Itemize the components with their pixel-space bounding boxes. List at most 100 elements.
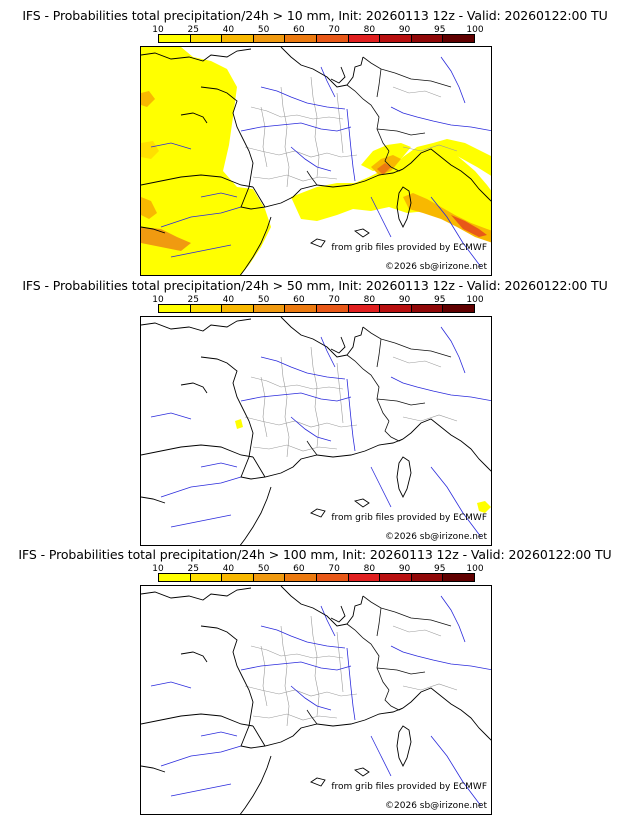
colorbar-swatch xyxy=(348,305,381,312)
coastline xyxy=(141,174,254,188)
coastline xyxy=(200,356,254,480)
colorbar-tick-label: 40 xyxy=(222,564,235,574)
colorbar-swatch xyxy=(285,574,317,581)
colorbar-swatch xyxy=(222,35,254,42)
country-border xyxy=(362,326,396,344)
river xyxy=(240,661,352,671)
country-border xyxy=(346,84,390,152)
coastline xyxy=(280,47,348,88)
department-border xyxy=(250,645,344,659)
colorbar-tick-label: 90 xyxy=(398,564,411,574)
coastline xyxy=(402,687,491,741)
river xyxy=(370,196,392,238)
river xyxy=(240,392,352,402)
river xyxy=(160,206,242,228)
coastline xyxy=(353,498,370,508)
river xyxy=(430,466,482,538)
river xyxy=(290,146,332,172)
department-border xyxy=(280,356,290,458)
colorbar-swatch xyxy=(443,35,474,42)
colorbar-tick-label: 70 xyxy=(328,564,340,574)
colorbar-swatch xyxy=(159,305,191,312)
country-border xyxy=(394,72,452,88)
colorbar-tick-label: 95 xyxy=(434,564,446,574)
colorbar-swatch xyxy=(348,35,381,42)
department-border xyxy=(250,106,344,120)
map-10mm: from grib files provided by ECMWF ©2026 … xyxy=(140,46,492,276)
coastline xyxy=(396,725,412,768)
coastline xyxy=(250,168,404,210)
river xyxy=(346,108,356,182)
colorbar-tick-label: 95 xyxy=(434,295,446,305)
colorbar-swatch xyxy=(253,574,286,581)
coastline xyxy=(250,707,404,749)
colorbar-tick-label: 10 xyxy=(152,564,164,574)
department-border xyxy=(252,444,338,452)
country-border xyxy=(362,595,396,613)
country-border xyxy=(376,398,426,406)
colorbar-swatch xyxy=(411,35,444,42)
colorbar-tick-label: 25 xyxy=(187,564,199,574)
precipitation-area xyxy=(477,501,491,513)
river xyxy=(240,122,352,132)
department-border xyxy=(280,86,290,188)
colorbar xyxy=(158,573,475,582)
colorbar-tick-label: 80 xyxy=(363,564,376,574)
river xyxy=(200,731,238,737)
colorbar-swatch xyxy=(380,305,412,312)
coastline xyxy=(141,765,166,773)
coastline xyxy=(141,587,252,601)
colorbar-tick-label: 10 xyxy=(152,25,164,35)
river xyxy=(290,685,332,711)
precipitation-area xyxy=(361,143,411,171)
colorbar-swatch xyxy=(190,574,223,581)
colorbar-tick-label: 80 xyxy=(363,25,376,35)
credit-copyright: ©2026 sb@irizone.net xyxy=(385,532,487,542)
colorbar-tick-label: 80 xyxy=(363,295,376,305)
river xyxy=(346,378,356,452)
colorbar-swatch xyxy=(316,574,349,581)
coastline xyxy=(396,186,412,229)
coastline xyxy=(310,238,326,248)
department-border xyxy=(310,346,320,448)
department-border xyxy=(252,713,338,721)
country-border xyxy=(346,623,390,691)
panel-title: IFS - Probabilities total precipitation/… xyxy=(22,8,608,23)
coastline xyxy=(280,317,348,358)
river xyxy=(430,735,482,807)
river xyxy=(440,56,466,104)
colorbar-tick-label: 70 xyxy=(328,25,340,35)
country-border xyxy=(376,667,426,675)
river xyxy=(390,106,491,132)
coastline xyxy=(402,148,491,202)
colorbar xyxy=(158,304,475,313)
precipitation-area xyxy=(141,197,157,219)
river xyxy=(370,735,392,777)
colorbar-swatch xyxy=(411,305,444,312)
country-border xyxy=(306,709,318,725)
precipitation-area xyxy=(141,227,191,251)
river xyxy=(440,595,466,643)
colorbar-tick-label: 60 xyxy=(293,25,305,35)
coastline xyxy=(200,625,254,749)
department-border xyxy=(252,174,338,182)
colorbar-tick-label: 10 xyxy=(152,295,164,305)
colorbar-ticks: 10 25 40 50 60 70 80 90 95 100 xyxy=(152,25,483,36)
department-border xyxy=(336,631,344,693)
coastline xyxy=(280,586,348,627)
river xyxy=(170,783,232,797)
country-border xyxy=(394,611,452,627)
coastline xyxy=(180,382,208,394)
panel-title: IFS - Probabilities total precipitation/… xyxy=(18,547,612,562)
river xyxy=(390,376,491,402)
department-border xyxy=(336,92,344,154)
country-border xyxy=(376,128,426,136)
coastline xyxy=(180,112,208,124)
river xyxy=(150,142,192,150)
colorbar xyxy=(158,34,475,43)
coastline xyxy=(330,336,346,354)
country-border xyxy=(346,354,390,422)
precipitation-area xyxy=(141,91,155,107)
precipitation-area xyxy=(235,419,243,429)
precipitation-area xyxy=(377,163,391,175)
